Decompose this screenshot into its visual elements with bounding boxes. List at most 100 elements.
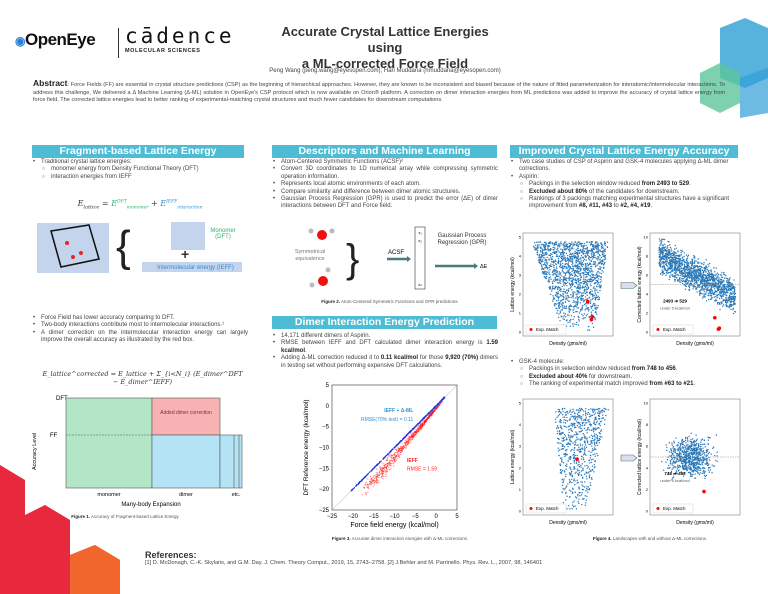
density-point <box>662 271 664 274</box>
density-point <box>569 249 572 251</box>
density-point <box>550 290 553 292</box>
density-point <box>560 282 562 284</box>
density-point <box>594 319 596 321</box>
density-point <box>586 251 589 253</box>
density-point <box>575 409 578 411</box>
density-point <box>563 251 566 254</box>
density-point <box>583 245 586 247</box>
density-point <box>573 252 575 254</box>
density-point <box>665 274 667 276</box>
density-point <box>563 407 566 410</box>
density-point <box>548 258 550 260</box>
density-point <box>571 491 574 494</box>
density-point <box>590 461 593 464</box>
density-point <box>556 275 558 277</box>
ml-point <box>419 421 421 423</box>
x-label-monomer: monomer <box>97 492 120 498</box>
density-point <box>586 487 588 490</box>
density-point <box>729 293 731 295</box>
x-tick-label: −20 <box>348 514 359 520</box>
density-point <box>586 307 588 309</box>
ieff-point <box>397 447 399 449</box>
density-point <box>594 261 596 263</box>
x-axis-label: Density (gms/ml) <box>549 520 587 526</box>
poster-title: Accurate Crystal Lattice Energies using a… <box>281 24 489 71</box>
density-point <box>732 309 734 311</box>
density-point <box>570 416 572 418</box>
density-point <box>558 307 560 310</box>
density-point <box>571 270 573 272</box>
ieff-point <box>401 447 404 449</box>
density-point <box>583 313 586 315</box>
density-point <box>678 281 681 283</box>
density-point <box>577 472 579 475</box>
density-point <box>583 473 586 475</box>
density-point <box>572 294 575 296</box>
density-point <box>540 253 542 256</box>
density-point <box>553 247 555 249</box>
density-point <box>578 416 580 418</box>
density-point <box>725 297 727 299</box>
density-point <box>561 484 564 487</box>
density-point <box>691 274 693 277</box>
density-point <box>577 470 579 472</box>
density-point <box>727 291 729 293</box>
density-point <box>576 449 578 451</box>
density-point <box>568 429 570 431</box>
density-point <box>569 244 572 246</box>
density-point <box>664 246 666 249</box>
density-point <box>712 282 714 284</box>
density-point <box>588 256 590 258</box>
density-point <box>552 295 554 297</box>
density-point <box>728 279 730 282</box>
density-point <box>553 305 556 307</box>
density-point <box>556 245 559 247</box>
density-point <box>544 267 546 269</box>
density-point <box>585 499 588 501</box>
ieff-label: Intermolecular energy (IEFF) <box>157 265 234 271</box>
density-point <box>667 265 669 267</box>
density-point <box>590 414 592 417</box>
density-point <box>592 408 594 410</box>
density-point <box>689 280 691 282</box>
density-point <box>581 306 583 309</box>
density-point <box>719 290 721 293</box>
density-point <box>589 484 592 486</box>
density-point <box>593 464 596 466</box>
density-point <box>590 313 593 316</box>
density-point <box>686 263 688 265</box>
density-point <box>578 272 580 274</box>
ieff-point <box>386 471 388 473</box>
density-point <box>720 286 722 288</box>
density-point <box>713 292 715 294</box>
y-tick-label: −5 <box>322 425 330 431</box>
density-point <box>710 294 712 297</box>
density-point <box>548 266 550 269</box>
density-point <box>569 437 572 439</box>
density-point <box>563 421 565 424</box>
density-point <box>588 436 591 438</box>
arrow-icon <box>620 282 638 289</box>
density-point <box>596 408 598 411</box>
density-point <box>680 254 683 256</box>
density-point <box>585 502 587 504</box>
density-point <box>572 416 575 418</box>
density-point <box>587 272 589 274</box>
density-point <box>667 262 669 264</box>
density-point <box>557 259 560 262</box>
density-point <box>703 266 706 269</box>
density-point <box>589 457 592 459</box>
ml-point <box>387 453 389 455</box>
ieff-point <box>400 449 402 451</box>
ieff-point <box>369 481 371 483</box>
density-point <box>590 243 593 246</box>
ieff-point <box>405 442 407 445</box>
density-point <box>584 414 587 417</box>
density-point <box>567 269 569 271</box>
density-point <box>578 450 581 453</box>
density-point <box>581 444 584 446</box>
density-point <box>584 309 586 311</box>
ieff-point <box>373 483 375 485</box>
ieff-point <box>390 468 392 470</box>
density-point <box>589 423 591 426</box>
